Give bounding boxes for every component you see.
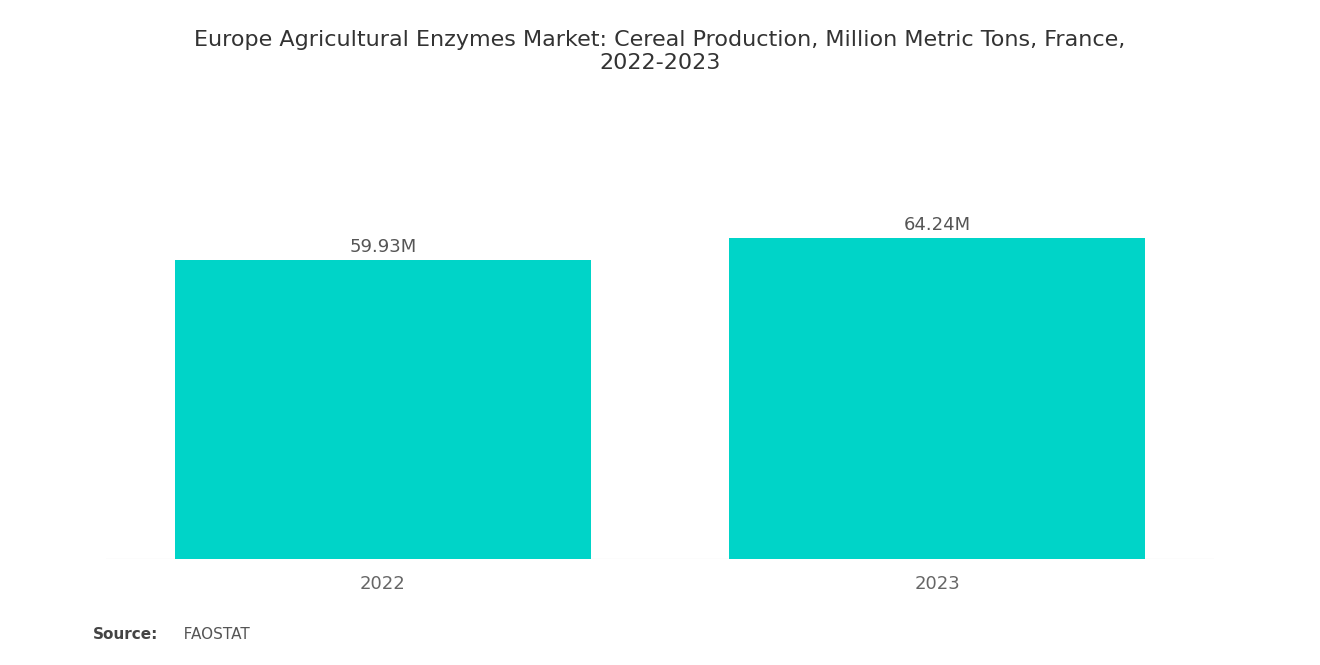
Text: FAOSTAT: FAOSTAT — [169, 626, 249, 642]
Text: 59.93M: 59.93M — [350, 237, 416, 256]
Bar — [730, 238, 1146, 559]
Bar — [176, 260, 591, 559]
Text: 64.24M: 64.24M — [904, 216, 970, 234]
Text: Source:: Source: — [92, 626, 158, 642]
Text: Europe Agricultural Enzymes Market: Cereal Production, Million Metric Tons, Fran: Europe Agricultural Enzymes Market: Cere… — [194, 30, 1126, 73]
